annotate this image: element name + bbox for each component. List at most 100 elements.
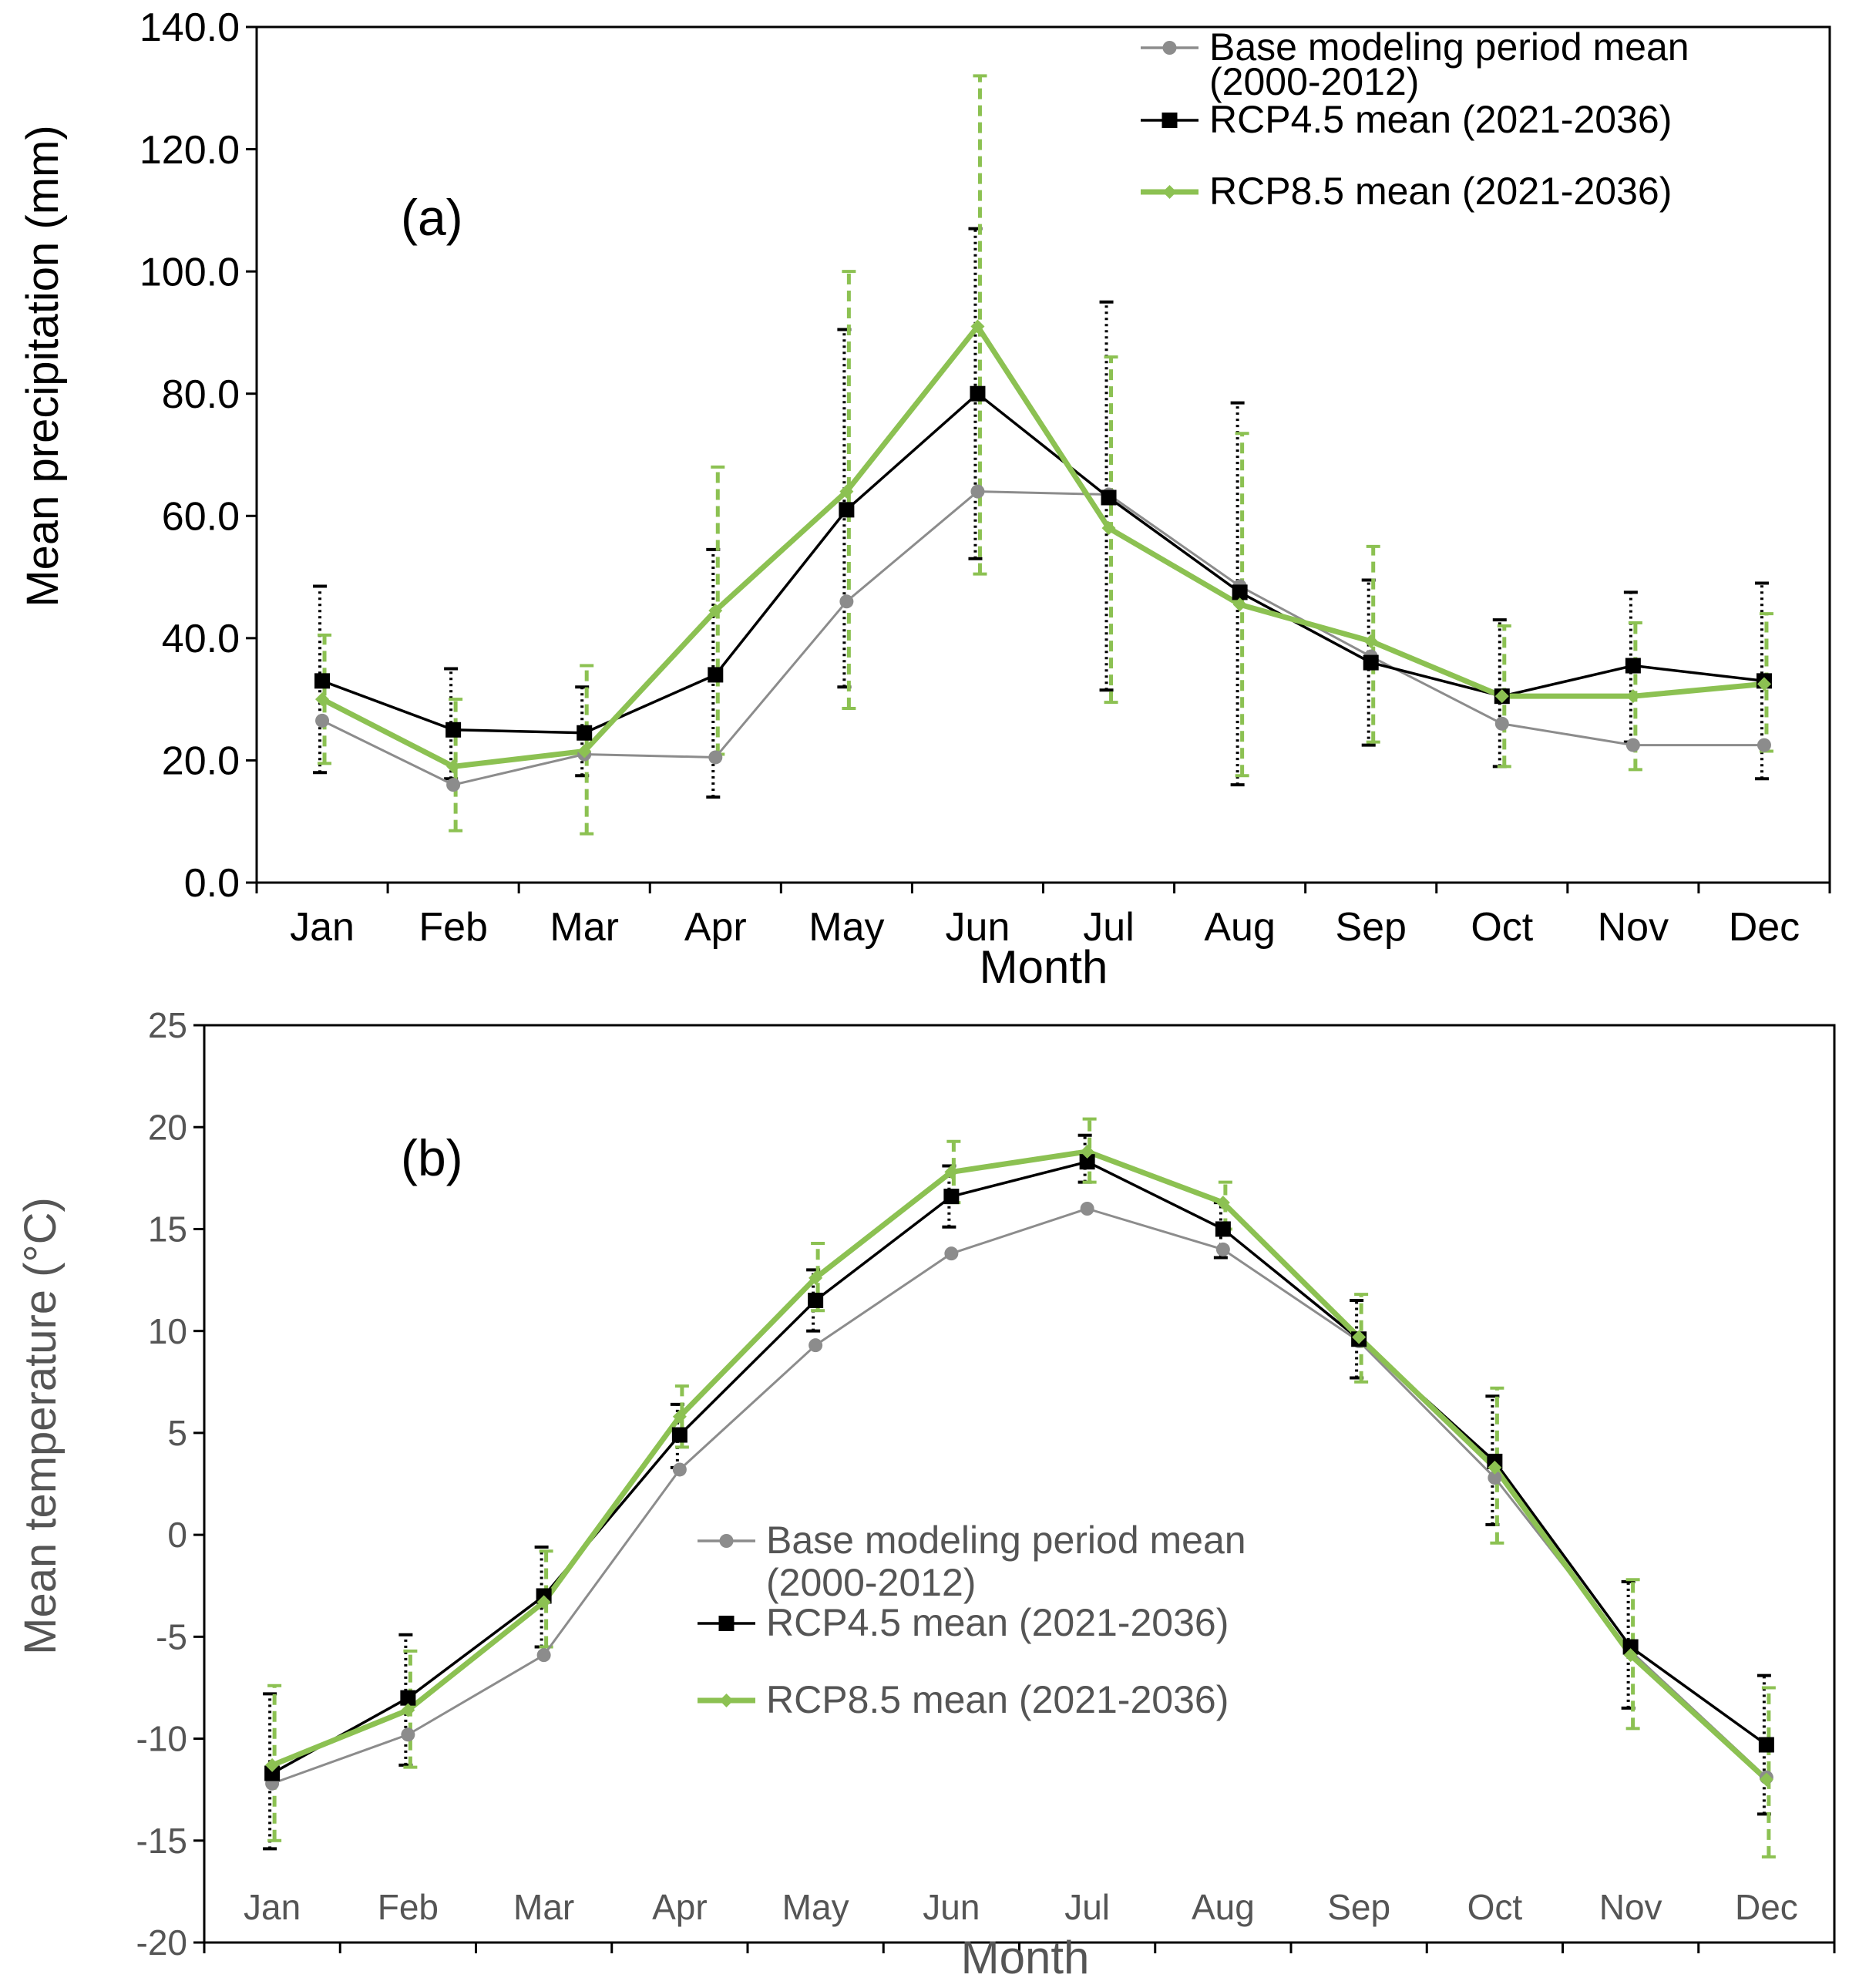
panel-a-precipitation-chart: 0.0 20.0 40.0 60.0 80.0 100.0 120.0 140.0 Jan Fe… [18,5,1831,993]
point-rcp4-5-mean-2021-2036-aug [1232,584,1248,600]
legend-marker-rcp8-5-mean-2021-2036 [719,1694,734,1707]
point-rcp4-5-mean-2021-2036-may [839,502,855,518]
legend-label-rcp4-5-mean-2021-2036: RCP4.5 mean (2021-2036) [766,1601,1229,1644]
point-base-modeling-period-mean-2000-2012-jun [970,484,985,499]
point-rcp4-5-mean-2021-2036-jan [264,1765,281,1781]
x-tick-label-apr: Apr [652,1887,708,1927]
y-tick-label: 100.0 [140,250,240,294]
point-rcp4-5-mean-2021-2036-nov [1622,1639,1639,1655]
point-rcp4-5-mean-2021-2036-aug [1215,1221,1231,1237]
point-rcp8-5-mean-2021-2036-oct [1488,1460,1502,1475]
legend-label-base-modeling-period-mean-2000-2012: Base modeling period mean [1209,25,1689,69]
point-rcp8-5-mean-2021-2036-aug [1215,1196,1230,1210]
y-tick-label: -5 [156,1616,187,1657]
legend-label-rcp4-5-mean-2021-2036: RCP4.5 mean (2021-2036) [1209,98,1672,141]
point-rcp8-5-mean-2021-2036-jul [1080,1144,1094,1159]
x-tick-label-jun: Jun [923,1887,980,1927]
point-rcp4-5-mean-2021-2036-jun [943,1189,960,1205]
x-tick-label-jun: Jun [946,905,1010,950]
point-base-modeling-period-mean-2000-2012-nov [1625,738,1640,752]
legend-marker-rcp8-5-mean-2021-2036 [1162,185,1177,199]
point-base-modeling-period-mean-2000-2012-oct [1488,1471,1502,1485]
x-tick-label-oct: Oct [1471,905,1533,950]
y-tick-label: 0 [167,1515,187,1555]
point-rcp4-5-mean-2021-2036-feb [445,722,462,738]
point-rcp4-5-mean-2021-2036-jun [970,385,986,402]
x-tick-label-dec: Dec [1735,1887,1798,1927]
legend-label-base-modeling-period-mean-2000-2012: Base modeling period mean [766,1519,1246,1562]
x-tick-label-sep: Sep [1335,905,1407,950]
panel-b-y-axis-label: Mean temperature (°C) [15,1197,66,1655]
point-base-modeling-period-mean-2000-2012-may [809,1338,823,1353]
point-rcp8-5-mean-2021-2036-nov [1625,689,1640,704]
y-tick-label: 0.0 [184,861,240,906]
panel-a-y-axis-label: Mean precipitation (mm) [18,125,68,607]
x-tick-label-aug: Aug [1192,1887,1255,1927]
point-rcp8-5-mean-2021-2036-apr [672,1409,687,1424]
point-rcp4-5-mean-2021-2036-apr [671,1427,687,1443]
point-rcp8-5-mean-2021-2036-feb [446,759,461,774]
point-base-modeling-period-mean-2000-2012-jun [944,1246,959,1261]
point-rcp8-5-mean-2021-2036-sep [1352,1330,1367,1344]
y-tick-label: -20 [136,1922,187,1963]
y-tick-label: -10 [136,1719,187,1759]
point-rcp8-5-mean-2021-2036-nov [1623,1648,1638,1663]
panel-b-y-axis: -20 -15 -10 -5 0 5 10 15 20 25 [136,1005,204,1963]
x-tick-label-feb: Feb [378,1887,439,1927]
point-rcp4-5-mean-2021-2036-apr [708,667,724,683]
x-tick-label-feb: Feb [419,905,488,950]
point-rcp8-5-mean-2021-2036-jan [265,1758,280,1772]
panel-a-series-markers [314,319,1772,792]
y-tick-label: 10 [148,1311,187,1351]
panel-a-y-axis: 0.0 20.0 40.0 60.0 80.0 100.0 120.0 140.0 [140,5,257,906]
x-tick-label-oct: Oct [1467,1887,1523,1927]
x-tick-label-mar: Mar [513,1887,574,1927]
point-rcp8-5-mean-2021-2036-aug [1232,597,1247,612]
point-base-modeling-period-mean-2000-2012-jan [315,713,330,728]
series-line-rcp8-5-mean-2021-2036 [271,1149,1769,1782]
point-rcp8-5-mean-2021-2036-mar [536,1595,551,1610]
legend-marker-rcp4-5-mean-2021-2036 [1162,113,1178,128]
point-rcp8-5-mean-2021-2036-jun [944,1165,959,1179]
panel-a-x-axis: Jan Feb Mar Apr May Jun Jul Aug Sep Oct Nov Dec [255,883,1831,950]
point-rcp8-5-mean-2021-2036-jan [315,692,330,707]
y-tick-label: 80.0 [162,372,240,417]
series-line-base-modeling-period-mean-2000-2012 [271,1207,1767,1785]
point-rcp4-5-mean-2021-2036-jan [314,673,331,689]
series-line-rcp4-5-mean-2021-2036 [321,392,1765,735]
point-rcp4-5-mean-2021-2036-feb [400,1690,416,1706]
point-base-modeling-period-mean-2000-2012-apr [708,750,723,765]
series-line-base-modeling-period-mean-2000-2012 [321,490,1764,786]
y-tick-label: 40.0 [162,617,240,661]
y-tick-label: 5 [167,1413,187,1453]
panel-b-legend: Base modeling period mean(2000-2012)RCP4… [698,1519,1246,1721]
point-rcp8-5-mean-2021-2036-sep [1363,634,1378,648]
point-rcp8-5-mean-2021-2036-jul [1101,521,1116,536]
x-tick-label-jul: Jul [1083,905,1134,950]
y-tick-label: 120.0 [140,128,240,173]
point-rcp8-5-mean-2021-2036-mar [577,744,592,759]
x-tick-label-apr: Apr [684,905,747,950]
series-line-rcp8-5-mean-2021-2036 [321,324,1765,769]
x-tick-label-sep: Sep [1327,1887,1390,1927]
point-rcp8-5-mean-2021-2036-dec [1759,1772,1773,1787]
x-tick-label-nov: Nov [1599,1887,1662,1927]
y-tick-label: 25 [148,1005,187,1045]
point-rcp8-5-mean-2021-2036-feb [401,1703,415,1717]
x-tick-label-dec: Dec [1729,905,1800,950]
point-base-modeling-period-mean-2000-2012-oct [1494,716,1509,731]
point-rcp4-5-mean-2021-2036-nov [1625,658,1641,674]
point-rcp4-5-mean-2021-2036-jul [1079,1154,1095,1170]
legend-marker-rcp4-5-mean-2021-2036 [718,1616,735,1631]
x-tick-label-may: May [809,905,884,950]
panel-b-series-lines [271,1149,1769,1785]
x-tick-label-nov: Nov [1598,905,1669,950]
point-rcp8-5-mean-2021-2036-jun [970,319,985,334]
x-tick-label-aug: Aug [1204,905,1276,950]
y-tick-label: 20.0 [162,739,240,784]
panel-b-x-axis-label: Month [961,1932,1090,1983]
y-tick-label: 20 [148,1107,187,1147]
point-base-modeling-period-mean-2000-2012-feb [446,778,461,792]
panel-a-label: (a) [401,189,463,246]
